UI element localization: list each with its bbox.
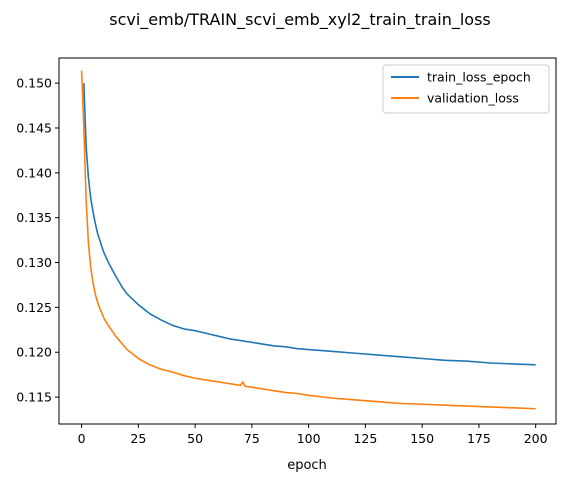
y-tick-label: 0.120: [16, 345, 52, 360]
x-tick-label: 125: [353, 431, 377, 446]
y-tick-label: 0.125: [16, 300, 52, 315]
x-tick-label: 200: [524, 431, 548, 446]
legend: train_loss_epoch validation_loss: [382, 64, 550, 114]
y-tick-label: 0.135: [16, 210, 52, 225]
x-axis-label: epoch: [287, 458, 327, 473]
y-tick-label: 0.115: [16, 390, 52, 405]
x-tick-label: 100: [297, 431, 321, 446]
y-axis: 0.115 0.120 0.125 0.130 0.135 0.140 0.145 0.150: [16, 76, 59, 405]
chart-title: scvi_emb/TRAIN_scvi_emb_xyl2_train_train…: [109, 10, 490, 30]
y-tick-label: 0.140: [16, 165, 52, 180]
plot-area: 0.115 0.120 0.125 0.130 0.135 0.140 0.145 0.150…: [16, 57, 557, 446]
x-tick-label: 75: [244, 431, 260, 446]
y-tick-label: 0.145: [16, 120, 52, 135]
y-tick-label: 0.150: [16, 76, 52, 91]
legend-label-train-loss-epoch: train_loss_epoch: [427, 70, 531, 85]
series-line-train-loss-epoch: [83, 83, 536, 366]
x-tick-label: 0: [78, 431, 86, 446]
x-tick-label: 25: [130, 431, 146, 446]
series-lines: [80, 70, 536, 410]
legend-box: [382, 64, 550, 114]
y-tick-label: 0.130: [16, 255, 52, 270]
x-axis: 0 25 50 75 100 125 150 175 200: [78, 424, 548, 446]
legend-label-validation-loss: validation_loss: [427, 91, 519, 106]
x-tick-label: 150: [410, 431, 434, 446]
plot-frame: [58, 57, 557, 425]
x-tick-label: 175: [467, 431, 491, 446]
series-line-validation-loss: [80, 70, 536, 410]
x-tick-label: 50: [187, 431, 203, 446]
